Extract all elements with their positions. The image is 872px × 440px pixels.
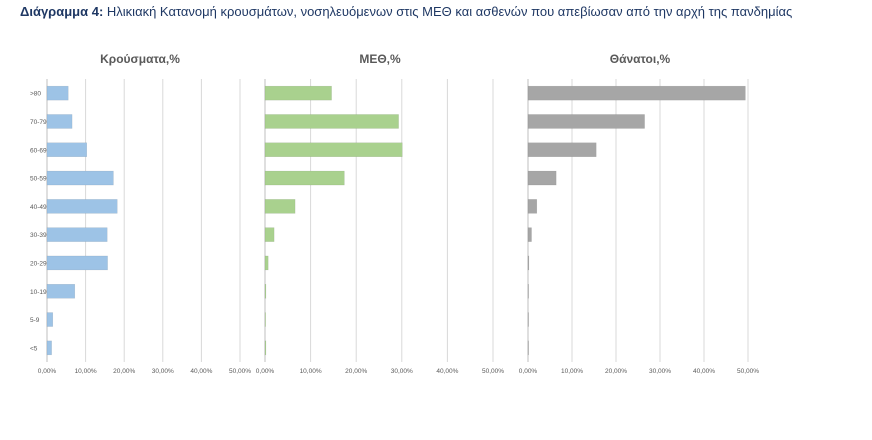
bar-2-1 [264,114,399,129]
bar-3-9 [527,340,529,356]
bar-1-7 [46,284,76,299]
category-label: 70-79 [30,119,47,126]
bar-2-0 [264,85,332,101]
category-label: 5-9 [30,317,40,324]
figure-caption: Διάγραμμα 4: Ηλικιακή Κατανομή κρουσμάτω… [20,4,792,19]
x-tick-label: 30,00% [152,368,174,375]
x-tick-label: 50,00% [482,368,504,375]
x-tick-label: 10,00% [561,368,583,375]
category-label: 20-29 [30,260,47,267]
bar-1-2 [46,142,88,157]
x-tick-label: 0,00% [519,368,538,375]
figure-caption-label: Διάγραμμα 4: [20,4,104,19]
bar-3-3 [527,170,557,186]
x-tick-label: 0,00% [256,368,275,375]
bar-1-3 [46,170,114,186]
panel-title-1: Κρούσματα,% [100,52,180,66]
category-label: 50-59 [30,176,47,183]
category-label: 60-69 [30,147,47,154]
bar-3-5 [527,227,532,242]
x-tick-label: 30,00% [391,368,413,375]
x-tick-label: 30,00% [649,368,671,375]
bar-1-6 [46,255,108,271]
category-label: 10-19 [30,289,47,296]
panel-title-2: ΜΕΘ,% [359,52,401,66]
bar-1-1 [46,114,73,129]
figure-caption-text: Ηλικιακή Κατανομή κρουσμάτων, νοσηλευόμε… [106,4,793,19]
bar-2-2 [264,142,403,157]
bar-2-8 [264,312,266,327]
bar-2-7 [264,284,267,299]
bar-3-2 [527,142,597,157]
bar-3-1 [527,114,645,129]
bar-1-5 [46,227,108,242]
bar-3-7 [527,284,529,299]
x-tick-label: 0,00% [38,368,57,375]
x-tick-label: 50,00% [229,368,251,375]
bar-2-9 [264,340,267,356]
bar-3-0 [527,85,746,101]
x-tick-label: 40,00% [190,368,212,375]
x-tick-label: 50,00% [737,368,759,375]
category-label: 30-39 [30,232,47,239]
panel-title-3: Θάνατοι,% [610,52,671,66]
x-tick-label: 10,00% [300,368,322,375]
bar-2-4 [264,199,296,214]
x-tick-label: 20,00% [113,368,135,375]
bar-3-6 [527,255,530,271]
bar-2-6 [264,255,269,271]
bar-3-4 [527,199,538,214]
x-tick-label: 40,00% [436,368,458,375]
bar-1-0 [46,85,69,101]
category-label: >80 [30,91,41,98]
bar-3-8 [527,312,529,327]
x-tick-label: 40,00% [693,368,715,375]
category-label: <5 [30,345,38,352]
x-tick-label: 20,00% [345,368,367,375]
bar-1-4 [46,199,118,214]
bar-1-8 [46,312,54,327]
bar-2-3 [264,170,345,186]
bar-1-9 [46,340,52,356]
category-label: 40-49 [30,204,47,211]
x-tick-label: 20,00% [605,368,627,375]
bar-2-5 [264,227,275,242]
x-tick-label: 10,00% [75,368,97,375]
